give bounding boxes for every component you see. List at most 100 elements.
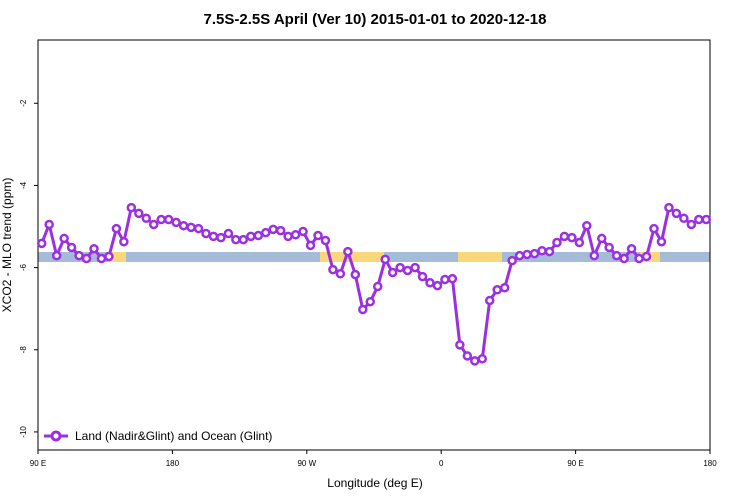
y-tick-label: -4 (19, 181, 28, 189)
data-point (447, 273, 458, 284)
data-point (246, 231, 256, 242)
data-point (156, 214, 166, 225)
data-point (163, 214, 174, 225)
land-segment (108, 252, 126, 262)
data-point (104, 251, 114, 262)
data-point (111, 223, 122, 234)
data-point (298, 226, 308, 237)
data-point (701, 214, 712, 225)
data-point (223, 228, 234, 239)
data-point (544, 246, 555, 257)
data-point (567, 232, 577, 243)
data-point (208, 231, 219, 242)
x-tick-label: 180 (703, 459, 717, 468)
data-point (641, 251, 652, 262)
data-point (432, 280, 443, 291)
data-point (313, 230, 323, 241)
data-point (671, 208, 682, 219)
land-segment (320, 252, 384, 262)
y-tick-label: -10 (19, 426, 28, 438)
x-tick-label: 90 E (30, 459, 46, 468)
data-point (365, 296, 376, 307)
data-point (193, 223, 204, 234)
data-point (148, 219, 159, 230)
data-point (238, 234, 249, 245)
data-point (664, 202, 674, 213)
data-point (305, 240, 316, 251)
data-point (559, 231, 570, 242)
data-point (231, 234, 241, 245)
data-point (507, 255, 517, 266)
data-point (499, 282, 510, 293)
data-point (186, 222, 196, 233)
data-point (283, 231, 293, 242)
data-point (89, 243, 99, 254)
data-point (320, 235, 331, 246)
data-point (96, 253, 107, 264)
data-point (335, 269, 346, 279)
data-point (380, 254, 390, 265)
chart-title: 7.5S-2.5S April (Ver 10) 2015-01-01 to 2… (204, 11, 547, 28)
data-point (522, 249, 532, 260)
data-point (626, 243, 637, 254)
data-point (477, 354, 488, 364)
data-point (268, 224, 278, 235)
data-point (619, 253, 629, 264)
x-tick-label: 180 (166, 459, 180, 468)
x-tick-label: 90 W (297, 459, 316, 468)
data-point (604, 242, 614, 253)
data-point (574, 237, 585, 248)
data-point (328, 264, 338, 275)
data-point (694, 214, 704, 225)
data-point (350, 269, 361, 280)
data-point (290, 229, 301, 240)
data-point (537, 246, 547, 256)
x-tick-label: 0 (439, 459, 444, 468)
data-point (171, 217, 181, 228)
data-point (126, 202, 137, 213)
data-point (201, 228, 211, 239)
data-point (141, 213, 152, 224)
data-point (134, 208, 144, 219)
data-point (59, 233, 69, 244)
data-point (387, 267, 398, 278)
data-point (492, 285, 502, 295)
data-point (81, 253, 92, 264)
data-point (686, 219, 697, 230)
x-tick-label: 90 E (567, 459, 583, 468)
data-point (425, 278, 435, 288)
data-point (66, 242, 77, 253)
data-point (119, 236, 129, 247)
data-point (552, 237, 562, 248)
data-point (679, 213, 689, 224)
data-point (372, 281, 383, 292)
x-axis-label: Longitude (deg E) (327, 476, 422, 490)
legend: Land (Nadir&Glint) and Ocean (Glint) (44, 429, 272, 443)
data-point (440, 274, 450, 285)
data-point (514, 250, 525, 261)
data-point (462, 351, 473, 361)
data-point (656, 236, 667, 247)
data-point (260, 227, 271, 238)
data-point (74, 250, 84, 261)
data-point (596, 233, 607, 244)
data-point (51, 250, 62, 261)
data-point (178, 220, 189, 231)
data-point (470, 356, 480, 366)
land-segment (458, 252, 502, 262)
data-point (343, 246, 353, 257)
data-point (275, 225, 286, 236)
data-point (216, 232, 226, 243)
legend-label: Land (Nadir&Glint) and Ocean (Glint) (75, 429, 272, 443)
data-point (589, 250, 600, 261)
data-point (455, 340, 465, 350)
data-point (402, 265, 413, 276)
data-point (44, 219, 54, 230)
data-point (529, 248, 540, 259)
data-point (395, 262, 405, 273)
legend-marker (50, 430, 62, 442)
y-tick-label: -6 (19, 263, 28, 271)
y-tick-label: -2 (19, 99, 28, 107)
data-point (582, 220, 592, 231)
